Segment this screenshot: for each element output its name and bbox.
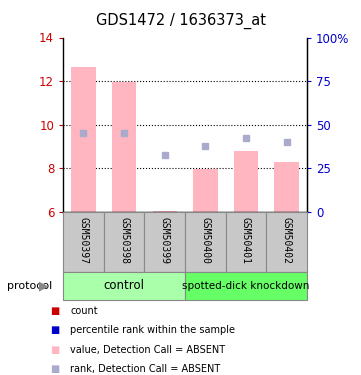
Bar: [63, 272, 185, 300]
Text: rank, Detection Call = ABSENT: rank, Detection Call = ABSENT: [70, 364, 221, 374]
Bar: [193, 170, 217, 212]
Text: GSM50401: GSM50401: [241, 217, 251, 264]
Text: protocol: protocol: [7, 281, 52, 291]
Bar: [112, 82, 136, 212]
Text: ▶: ▶: [39, 279, 48, 292]
Text: GSM50399: GSM50399: [160, 217, 170, 264]
Text: spotted-dick knockdown: spotted-dick knockdown: [182, 281, 310, 291]
Text: ■: ■: [51, 306, 60, 316]
Text: value, Detection Call = ABSENT: value, Detection Call = ABSENT: [70, 345, 226, 355]
Bar: [185, 212, 226, 272]
Bar: [144, 212, 185, 272]
Bar: [234, 151, 258, 212]
Bar: [63, 212, 104, 272]
Text: GDS1472 / 1636373_at: GDS1472 / 1636373_at: [96, 13, 265, 29]
Bar: [266, 212, 307, 272]
Text: GSM50400: GSM50400: [200, 217, 210, 264]
Bar: [104, 212, 144, 272]
Text: control: control: [104, 279, 145, 292]
Text: GSM50398: GSM50398: [119, 217, 129, 264]
Text: ■: ■: [51, 345, 60, 355]
Bar: [274, 162, 299, 212]
Bar: [152, 211, 177, 212]
Text: percentile rank within the sample: percentile rank within the sample: [70, 325, 235, 335]
Text: GSM50397: GSM50397: [78, 217, 88, 264]
Text: count: count: [70, 306, 98, 316]
Bar: [71, 67, 96, 212]
Text: GSM50402: GSM50402: [282, 217, 292, 264]
Text: ■: ■: [51, 364, 60, 374]
Bar: [226, 212, 266, 272]
Bar: [185, 272, 307, 300]
Text: ■: ■: [51, 325, 60, 335]
